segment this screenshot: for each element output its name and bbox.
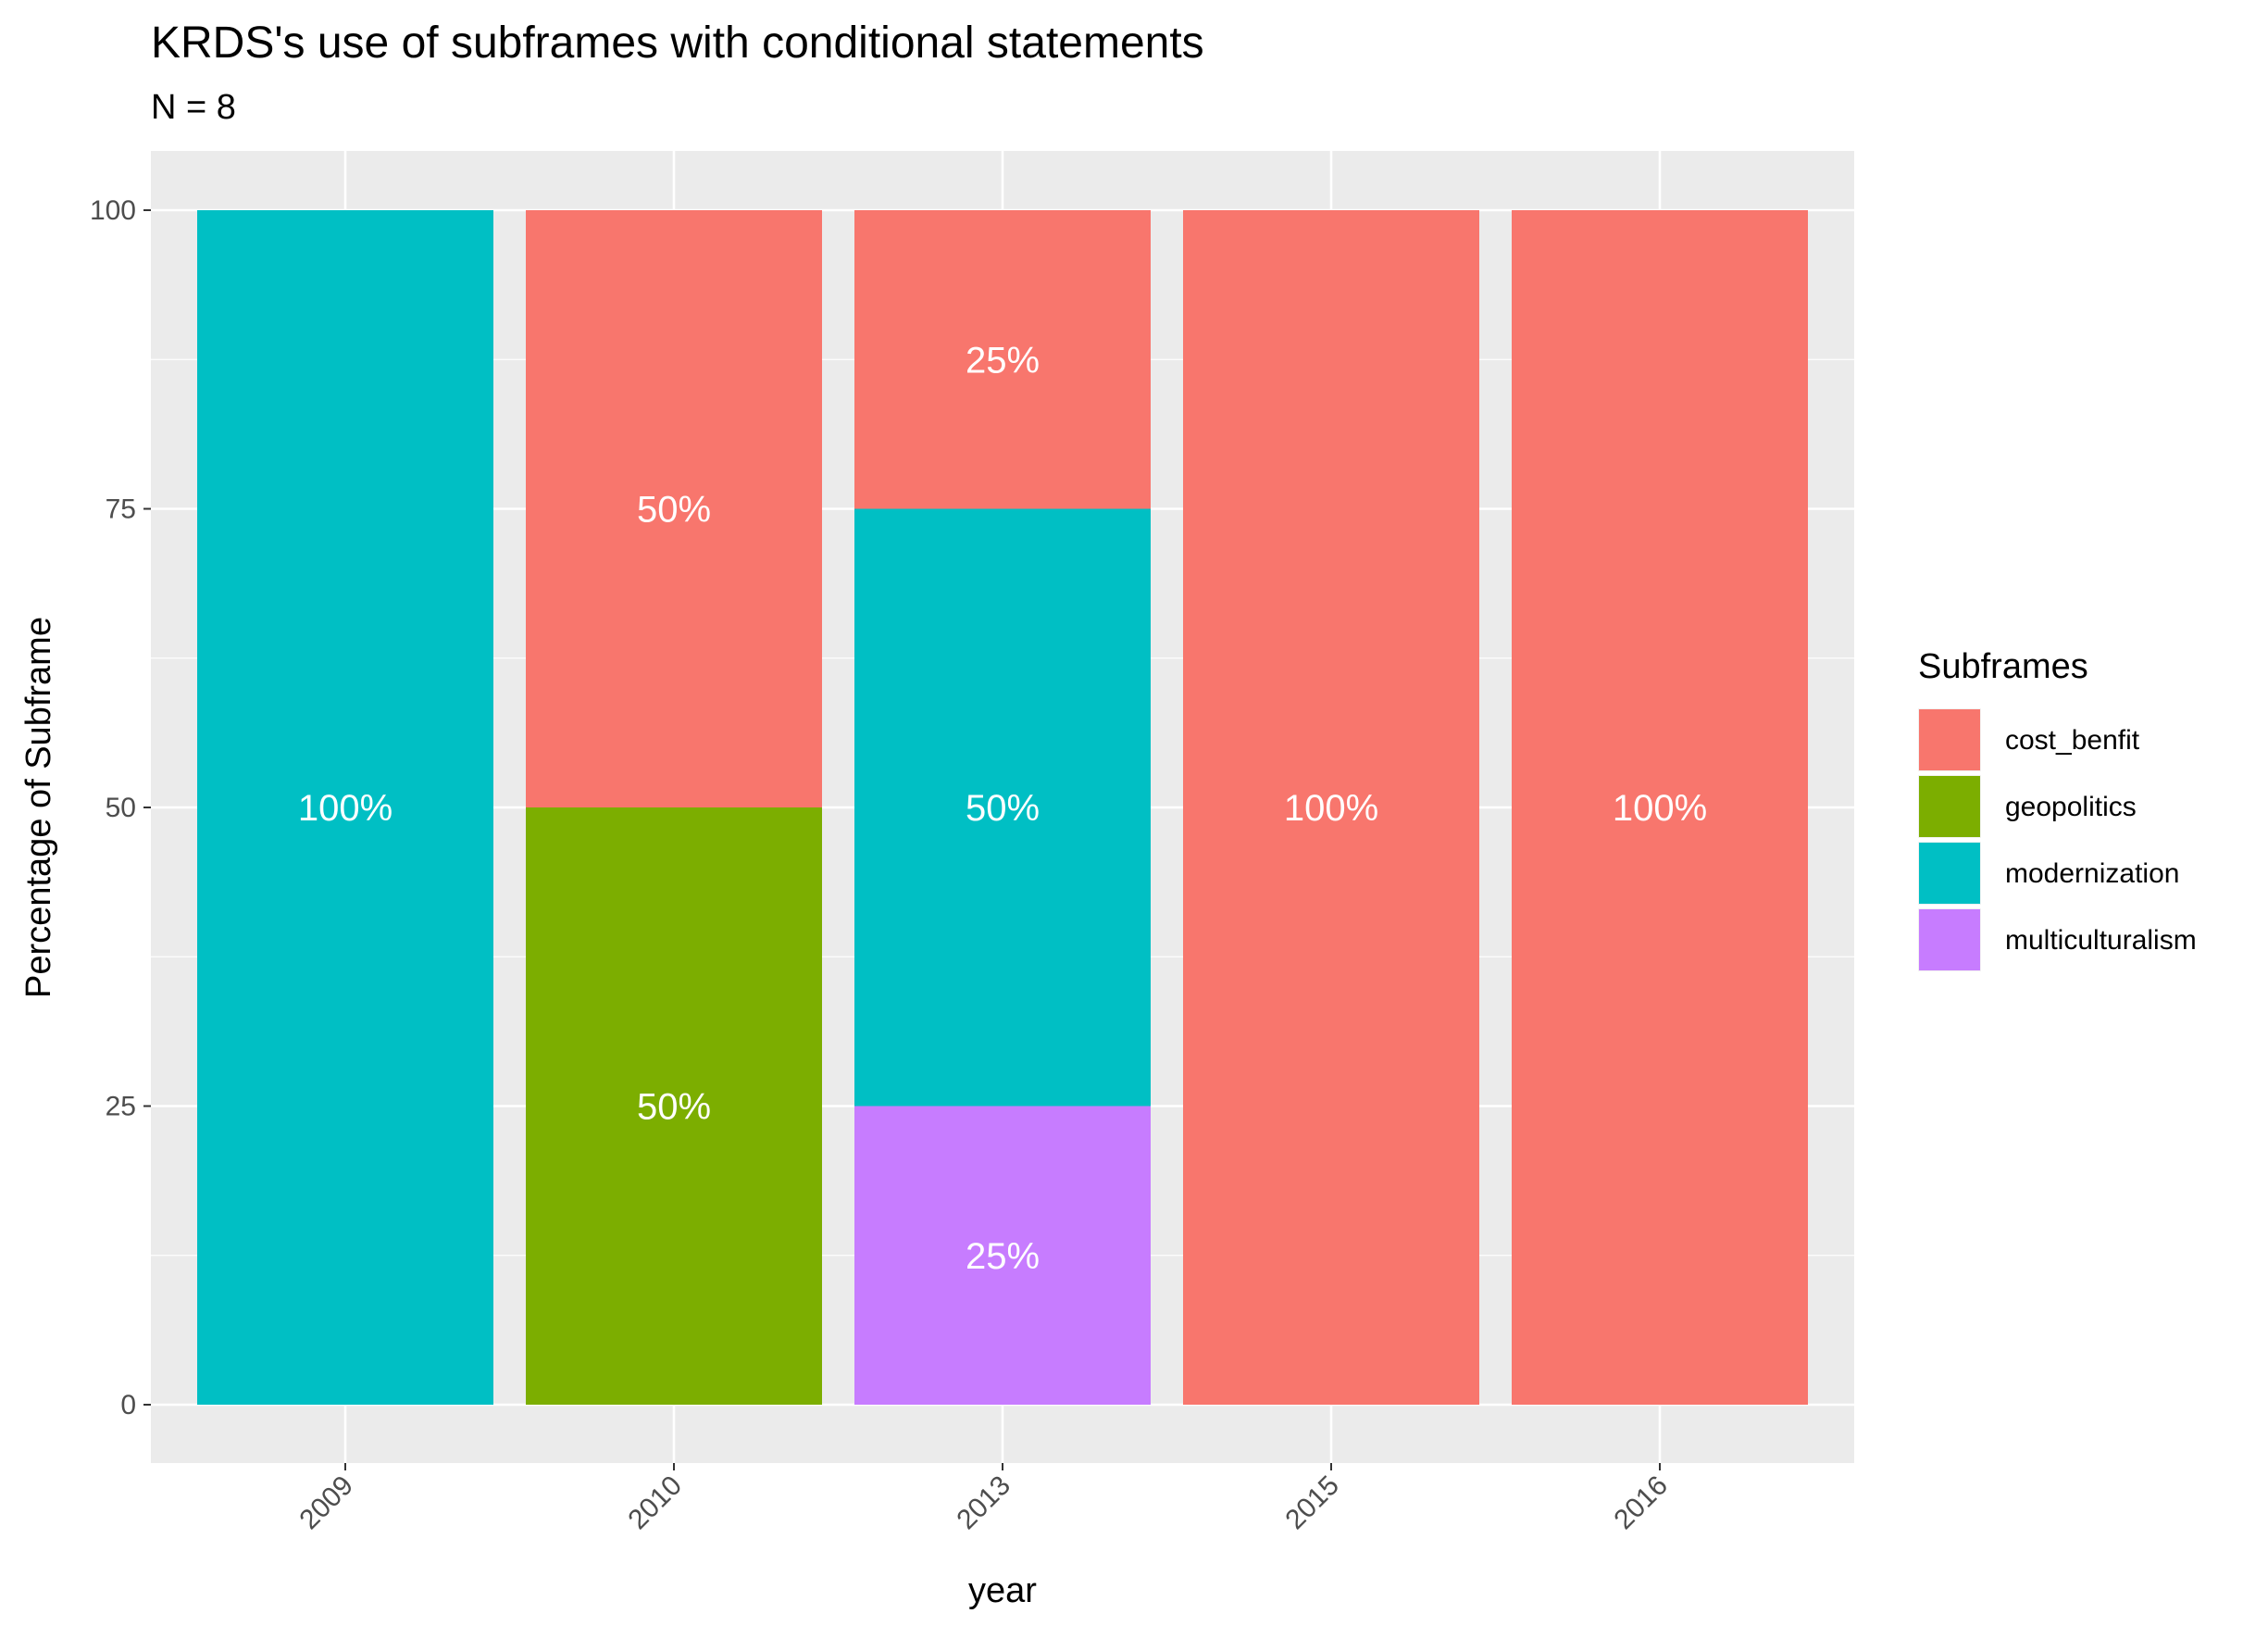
legend-swatch bbox=[1919, 909, 1980, 970]
bar-segment bbox=[854, 210, 1151, 509]
y-tick-label: 75 bbox=[106, 494, 136, 525]
y-axis: 0 25 50 75 100 bbox=[90, 195, 151, 1420]
legend-swatch bbox=[1919, 776, 1980, 837]
bar-data-label: 50% bbox=[637, 1087, 711, 1128]
x-axis: 2009 2010 2013 2015 2016 bbox=[293, 1463, 1674, 1535]
x-tick-label: 2009 bbox=[293, 1470, 359, 1536]
bar-data-label: 25% bbox=[966, 1236, 1040, 1277]
bar-segment bbox=[854, 1106, 1151, 1405]
bar-data-label: 50% bbox=[966, 788, 1040, 829]
bars bbox=[197, 210, 1808, 1405]
legend: Subframes cost_benfit geopolitics moderniz… bbox=[1918, 647, 2197, 971]
chart-title: KRDS's use of subframes with conditional… bbox=[151, 19, 1204, 68]
bar-segment bbox=[1183, 210, 1479, 1405]
y-tick-label: 0 bbox=[120, 1390, 136, 1420]
legend-label: geopolitics bbox=[2005, 792, 2137, 822]
chart-subtitle: N = 8 bbox=[151, 88, 236, 127]
y-tick-label: 25 bbox=[106, 1092, 136, 1122]
x-tick-label: 2013 bbox=[951, 1470, 1016, 1536]
x-tick-label: 2010 bbox=[622, 1470, 688, 1536]
bar-segment bbox=[197, 210, 493, 1405]
legend-label: cost_benfit bbox=[2005, 725, 2140, 756]
bar-data-label: 25% bbox=[966, 340, 1040, 381]
y-tick-label: 100 bbox=[90, 195, 136, 226]
bar-segment bbox=[1512, 210, 1808, 1405]
legend-swatch bbox=[1919, 709, 1980, 770]
x-tick-label: 2015 bbox=[1279, 1470, 1345, 1536]
legend-title: Subframes bbox=[1918, 647, 2088, 686]
x-axis-title: year bbox=[968, 1571, 1037, 1610]
bar-segment bbox=[854, 508, 1151, 1107]
legend-label: modernization bbox=[2005, 858, 2179, 889]
bar-segment bbox=[526, 210, 822, 807]
bar-data-label: 100% bbox=[298, 788, 393, 829]
y-axis-title: Percentage of Subframe bbox=[19, 617, 58, 998]
bar-segment bbox=[526, 807, 822, 1405]
bar-data-label: 50% bbox=[637, 490, 711, 531]
x-tick-label: 2016 bbox=[1608, 1470, 1674, 1536]
bar-labels: 100% 50% 50% 25% 50% 25% 100% 100% bbox=[298, 340, 1707, 1277]
bar-data-label: 100% bbox=[1284, 788, 1378, 829]
bar-data-label: 100% bbox=[1613, 788, 1707, 829]
legend-label: multiculturalism bbox=[2005, 925, 2197, 956]
legend-swatch bbox=[1919, 843, 1980, 904]
y-tick-label: 50 bbox=[106, 793, 136, 823]
